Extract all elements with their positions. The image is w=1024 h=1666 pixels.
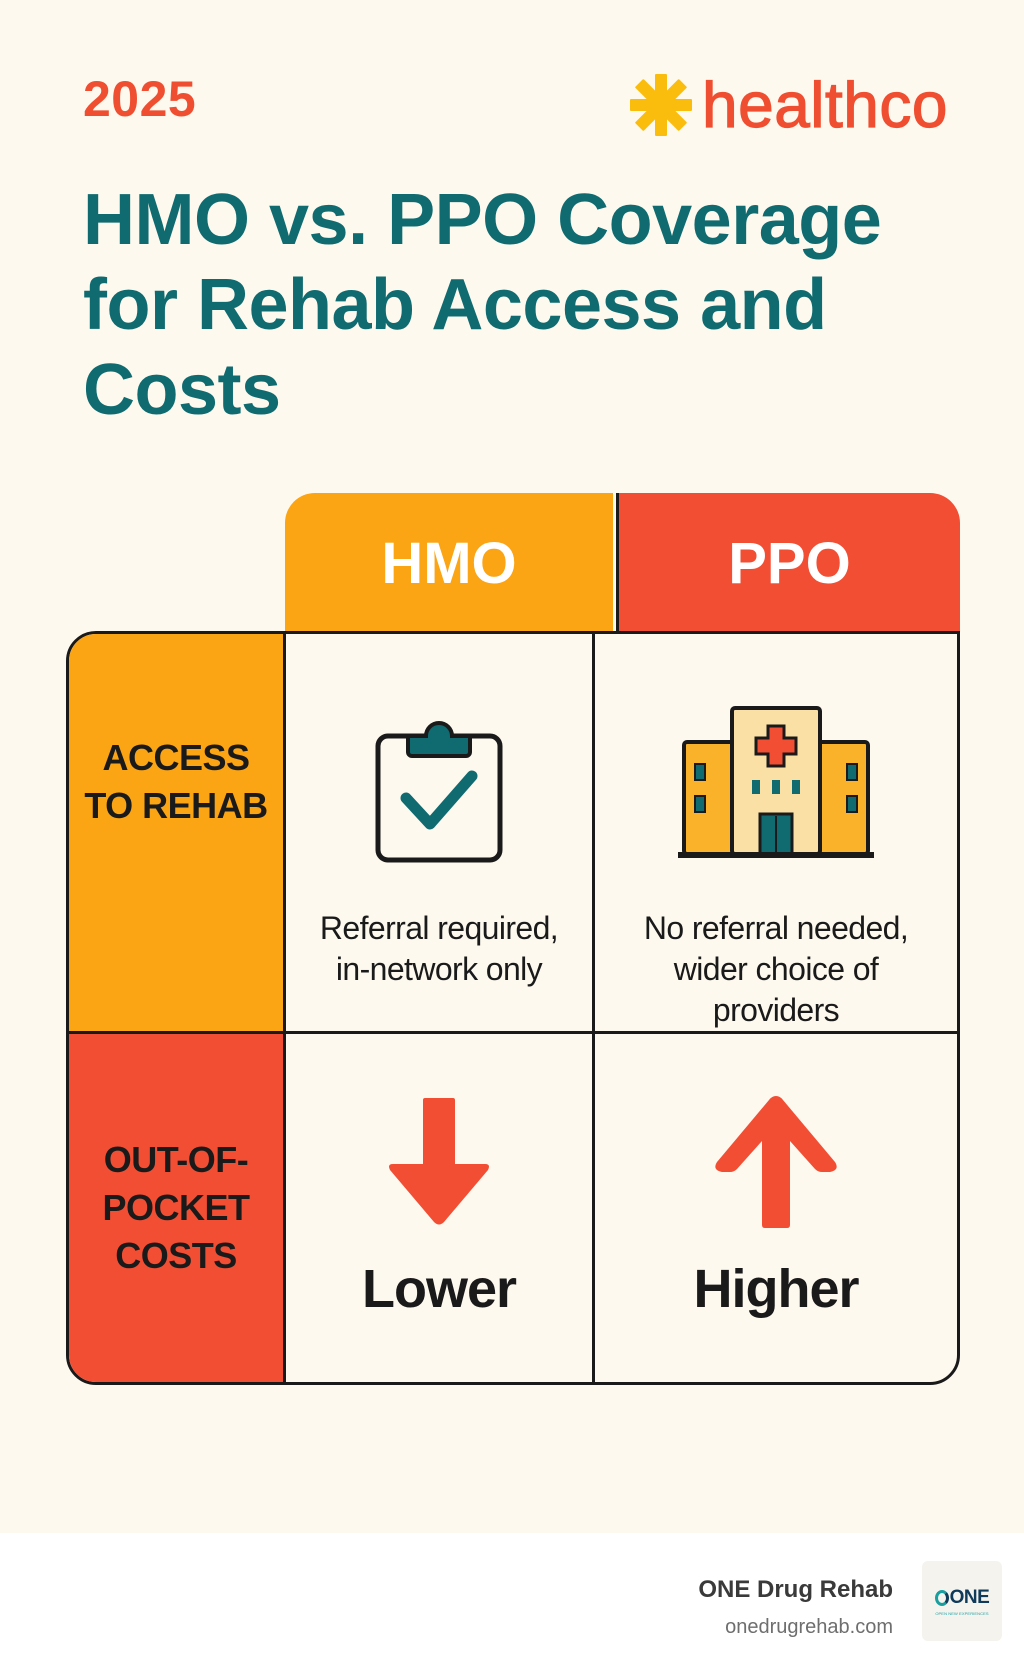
cell-ppo-costs: Higher	[595, 1034, 957, 1382]
arrow-down-icon	[389, 1098, 489, 1225]
brand-logo: healthco	[628, 72, 948, 138]
row-label-line: COSTS	[115, 1235, 237, 1276]
desc-line: wider choice of	[673, 951, 879, 987]
cost-level-ppo: Higher	[693, 1259, 859, 1319]
row-label-line: TO REHAB	[84, 785, 268, 826]
desc-line: in-network only	[335, 951, 543, 987]
cost-level-hmo: Lower	[361, 1259, 517, 1319]
cell-hmo-costs: Lower	[286, 1034, 595, 1382]
access-description-hmo: Referral required, in-network only	[319, 908, 559, 990]
row-label-line: ACCESS	[102, 737, 250, 778]
clipboard-check-icon	[375, 721, 503, 863]
org-info: ONE Drug Rehab onedrugrehab.com	[698, 1575, 893, 1639]
arrow-up-icon	[715, 1096, 837, 1228]
org-logo[interactable]: ONE OPEN NEW EXPERIENCES	[922, 1561, 1002, 1641]
year-label: 2025	[83, 71, 197, 127]
row-label-line: POCKET	[102, 1187, 250, 1228]
row-label-costs: OUT-OF- POCKET COSTS	[69, 1034, 286, 1382]
row-label-access: ACCESS TO REHAB	[69, 634, 286, 1034]
logo-word: ONE	[934, 1586, 990, 1609]
ring-icon	[934, 1589, 949, 1606]
column-header-ppo: PPO	[616, 493, 960, 633]
column-header-hmo: HMO	[285, 493, 613, 633]
comparison-table: ACCESS TO REHAB Referral required, in-ne…	[66, 631, 960, 1385]
page-title: HMO vs. PPO Coverage for Rehab Access an…	[83, 180, 882, 430]
org-url[interactable]: onedrugrehab.com	[725, 1616, 893, 1638]
logo-tagline: OPEN NEW EXPERIENCES	[935, 1610, 989, 1616]
asterisk-icon	[630, 74, 692, 136]
org-name: ONE Drug Rehab	[698, 1576, 893, 1603]
row-label-line: OUT-OF-	[103, 1139, 249, 1180]
desc-line: providers	[712, 992, 840, 1028]
desc-line: No referral needed,	[643, 910, 909, 946]
cell-hmo-access: Referral required, in-network only	[286, 634, 595, 1034]
brand-name: healthco	[701, 69, 948, 141]
access-description-ppo: No referral needed, wider choice of prov…	[643, 908, 909, 1031]
footer: ONE Drug Rehab onedrugrehab.com ONE OPEN…	[0, 1533, 1024, 1666]
hospital-building-icon	[678, 706, 874, 858]
logo-word-text: ONE	[949, 1586, 990, 1608]
desc-line: Referral required,	[319, 910, 559, 946]
cell-ppo-access: No referral needed, wider choice of prov…	[595, 634, 957, 1034]
